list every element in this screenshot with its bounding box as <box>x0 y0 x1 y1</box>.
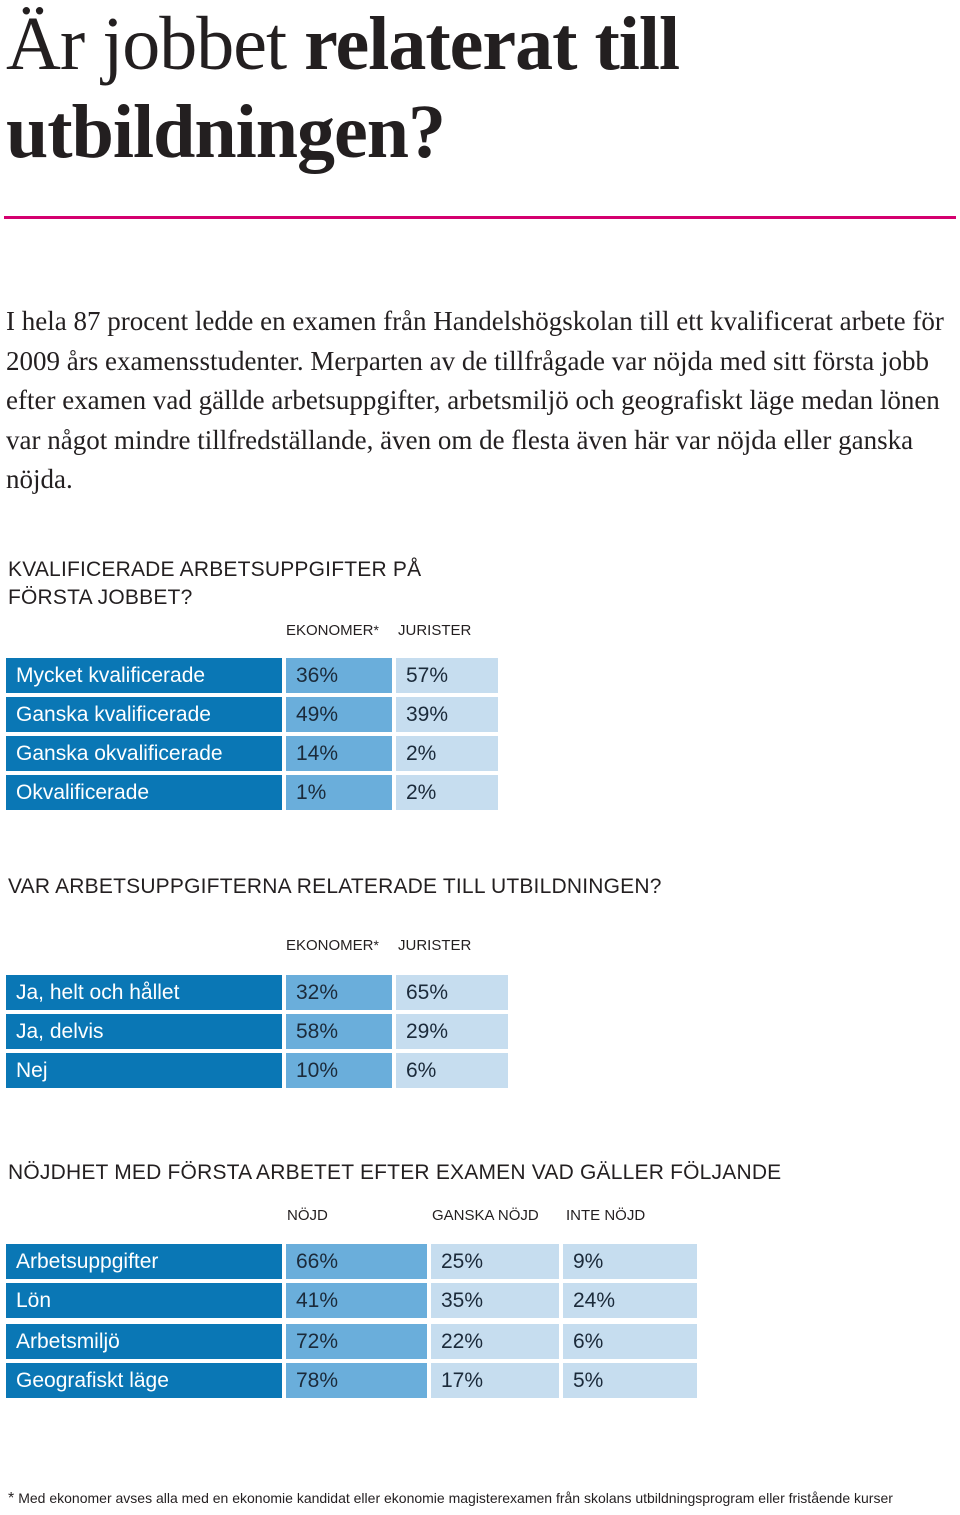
table1-row-label: Okvalificerade <box>6 775 282 810</box>
table2-row-label: Ja, helt och hållet <box>6 975 282 1010</box>
table1-cell-jurister: 2% <box>396 736 498 771</box>
title-bold: relaterat till utbildningen? <box>6 2 680 174</box>
table2-header-ekonomer-label: Ekonomer <box>286 937 374 954</box>
table2-cell-ekonomer: 10% <box>286 1053 392 1088</box>
table1-row-label: Mycket kvalificerade <box>6 658 282 693</box>
table2-cell-jurister: 29% <box>396 1014 508 1049</box>
table3-cell-ganska-nojd: 17% <box>431 1363 559 1398</box>
accent-rule <box>4 216 956 219</box>
footnote-star: * <box>8 1490 15 1507</box>
table2-header-ekonomer: Ekonomer* <box>286 937 379 954</box>
table1-row-label: Ganska kvalificerade <box>6 697 282 732</box>
table3-header-inte-nojd: Inte nöjd <box>566 1207 646 1224</box>
table3-cell-inte-nojd: 9% <box>563 1244 697 1279</box>
table3-cell-inte-nojd: 5% <box>563 1363 697 1398</box>
title-regular: Är jobbet <box>6 2 305 86</box>
table3-cell-nojd: 78% <box>286 1363 427 1398</box>
table1-row-label: Ganska okvalificerade <box>6 736 282 771</box>
table1-cell-ekonomer: 49% <box>286 697 392 732</box>
table3-cell-nojd: 72% <box>286 1324 427 1359</box>
table1-header-ekonomer-label: Ekonomer <box>286 622 374 639</box>
footnote-text: Med ekonomer avses alla med en ekonomie … <box>18 1490 893 1506</box>
intro-paragraph: I hela 87 procent ledde en examen från H… <box>6 306 944 494</box>
table2-header-jurister: Jurister <box>398 937 472 954</box>
table2-row-label: Nej <box>6 1053 282 1088</box>
table3-header-nojd: Nöjd <box>287 1207 328 1224</box>
table3-row-label: Geografiskt läge <box>6 1363 282 1398</box>
footnote: * Med ekonomer avses alla med en ekonomie… <box>8 1490 956 1508</box>
table2-cell-jurister: 6% <box>396 1053 508 1088</box>
table3-cell-ganska-nojd: 22% <box>431 1324 559 1359</box>
table1-cell-ekonomer: 1% <box>286 775 392 810</box>
table2-star: * <box>373 937 379 953</box>
table2-row-label: Ja, delvis <box>6 1014 282 1049</box>
table3-cell-inte-nojd: 24% <box>563 1283 697 1318</box>
table1-cell-ekonomer: 36% <box>286 658 392 693</box>
table3-row-label: Arbetsmiljö <box>6 1324 282 1359</box>
table3-cell-nojd: 66% <box>286 1244 427 1279</box>
table1-cell-jurister: 57% <box>396 658 498 693</box>
table1-title: Kvalificerade arbetsuppgifter på första … <box>8 558 422 609</box>
page-title: Är jobbet relaterat till utbildningen? <box>6 0 946 176</box>
table3-row-label: Lön <box>6 1283 282 1318</box>
table3-title: Nöjdhet med första arbetet efter examen … <box>8 1161 782 1184</box>
table3-cell-ganska-nojd: 25% <box>431 1244 559 1279</box>
table3-header-ganska-nojd: Ganska nöjd <box>432 1207 539 1224</box>
table3-row-label: Arbetsuppgifter <box>6 1244 282 1279</box>
table2-cell-jurister: 65% <box>396 975 508 1010</box>
table1-header-ekonomer: Ekonomer* <box>286 622 379 639</box>
table2-cell-ekonomer: 58% <box>286 1014 392 1049</box>
table1-star: * <box>373 622 379 638</box>
table3-cell-ganska-nojd: 35% <box>431 1283 559 1318</box>
table1-cell-jurister: 39% <box>396 697 498 732</box>
table2-cell-ekonomer: 32% <box>286 975 392 1010</box>
table3-cell-nojd: 41% <box>286 1283 427 1318</box>
table3-cell-inte-nojd: 6% <box>563 1324 697 1359</box>
table2-title: Var arbetsuppgifterna relaterade till ut… <box>8 875 662 898</box>
table1-cell-ekonomer: 14% <box>286 736 392 771</box>
table1-header-jurister: Jurister <box>398 622 472 639</box>
table1-cell-jurister: 2% <box>396 775 498 810</box>
